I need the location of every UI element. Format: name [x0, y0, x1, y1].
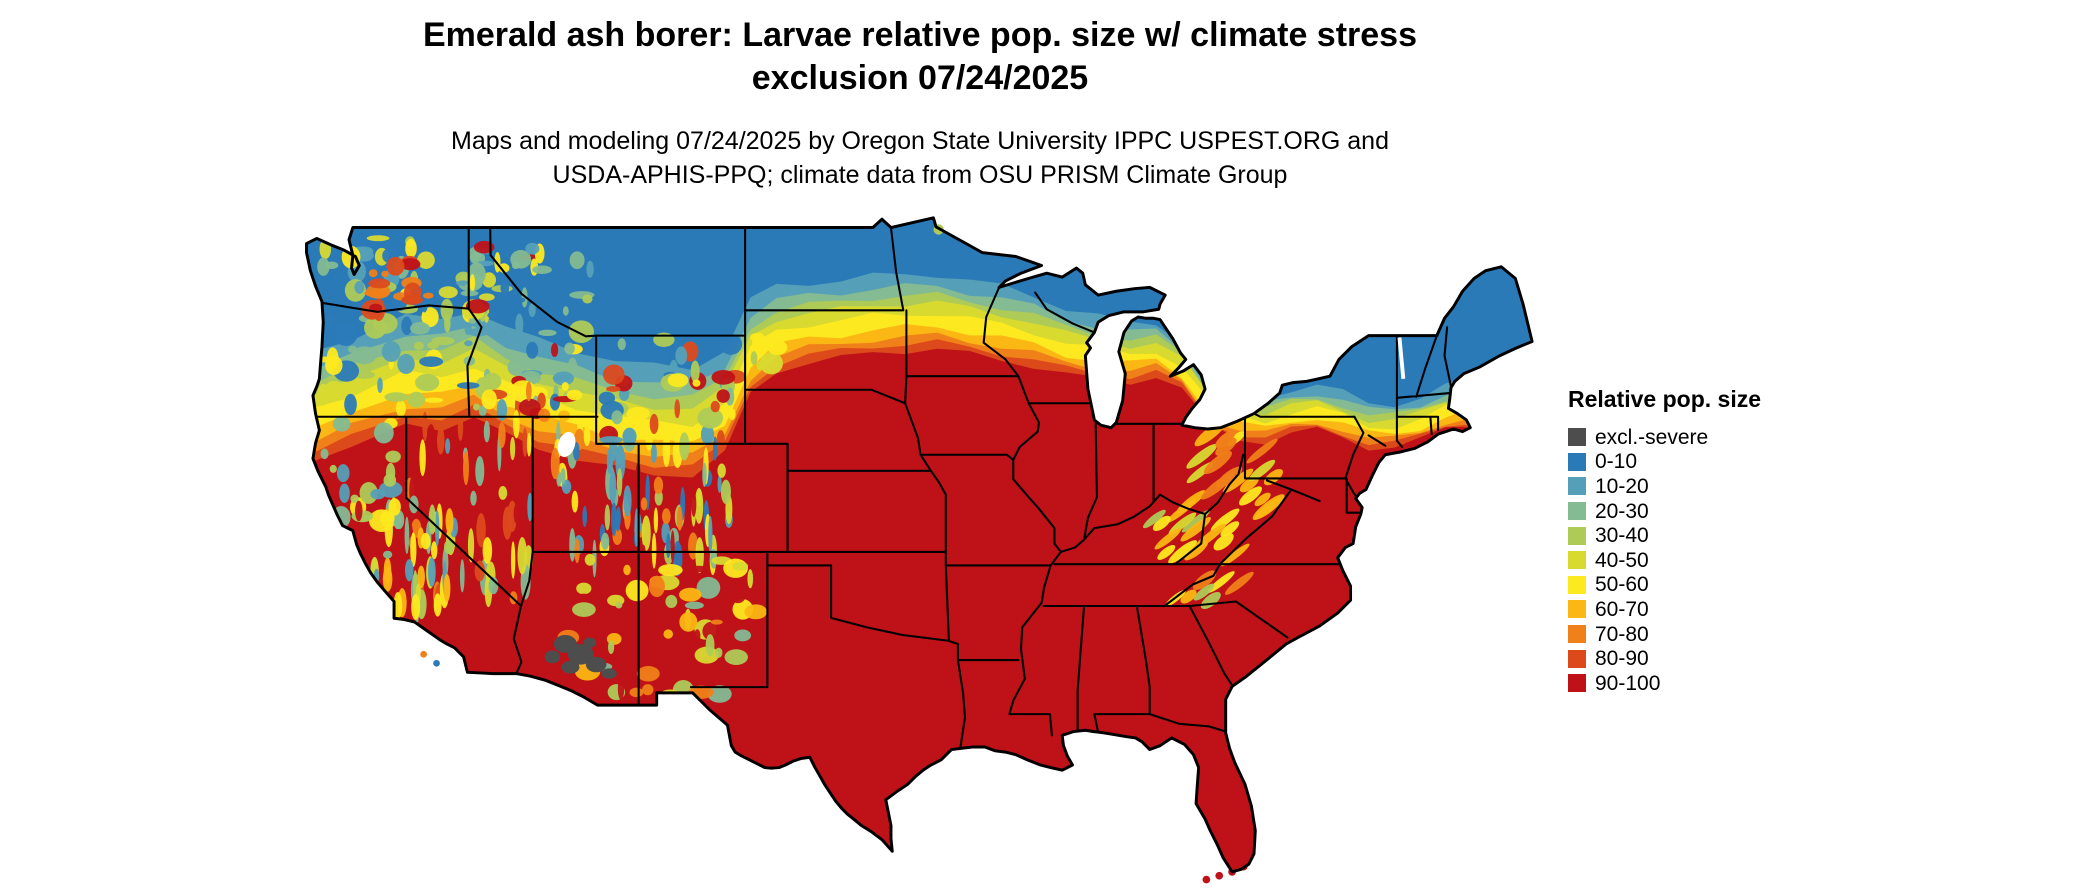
legend-swatch	[1568, 649, 1586, 668]
legend-swatch	[1568, 526, 1586, 545]
legend-item-20-30: 20-30	[1568, 499, 1761, 524]
legend-swatch	[1568, 600, 1586, 619]
legend-swatch	[1568, 551, 1586, 570]
legend-swatch	[1568, 575, 1586, 594]
legend-item-label: excl.-severe	[1595, 425, 1709, 449]
legend-swatch	[1568, 452, 1586, 471]
us-map-svg	[305, 216, 1534, 884]
legend-item-label: 0-10	[1595, 450, 1638, 474]
legend-item-label: 10-20	[1595, 474, 1649, 498]
figure-subtitle: Maps and modeling 07/24/2025 by Oregon S…	[250, 124, 1590, 192]
legend-item-70-80: 70-80	[1568, 622, 1761, 647]
us-outline	[305, 216, 1534, 874]
legend-swatch	[1568, 625, 1586, 644]
great-salt-lake	[557, 431, 576, 457]
conus-map-figure	[300, 214, 1536, 886]
legend-item-10-20: 10-20	[1568, 474, 1761, 499]
legend-item-90-100: 90-100	[1568, 671, 1761, 696]
legend-item-80-90: 80-90	[1568, 646, 1761, 671]
legend-item-label: 60-70	[1595, 597, 1649, 621]
figure-title-line2: exclusion 07/24/2025	[751, 59, 1089, 97]
legend-swatch	[1568, 674, 1586, 693]
figure-title: Emerald ash borer: Larvae relative pop. …	[250, 14, 1590, 100]
legend-items: excl.-severe 0-10 10-20 20-30 30-40 40-50 50-6…	[1568, 425, 1761, 696]
legend: Relative pop. size excl.-severe 0-10 10-20…	[1568, 386, 1761, 696]
figure-subtitle-line1: Maps and modeling 07/24/2025 by Oregon S…	[451, 127, 1389, 155]
legend-item-50-60: 50-60	[1568, 573, 1761, 598]
legend-item-label: 50-60	[1595, 573, 1649, 597]
legend-item-label: 20-30	[1595, 499, 1649, 523]
legend-title: Relative pop. size	[1568, 386, 1762, 412]
state-borders	[311, 226, 1452, 748]
legend-item-label: 90-100	[1595, 671, 1661, 695]
figure-title-line1: Emerald ash borer: Larvae relative pop. …	[422, 16, 1417, 54]
legend-item-40-50: 40-50	[1568, 548, 1761, 573]
figure-subtitle-line2: USDA-APHIS-PPQ; climate data from OSU PR…	[552, 161, 1288, 189]
legend-item-0-10: 0-10	[1568, 450, 1761, 475]
legend-item-label: 70-80	[1595, 622, 1649, 646]
legend-swatch	[1568, 502, 1586, 521]
legend-item-30-40: 30-40	[1568, 523, 1761, 548]
legend-item-excl.-severe: excl.-severe	[1568, 425, 1761, 450]
legend-item-label: 40-50	[1595, 548, 1649, 572]
legend-item-label: 80-90	[1595, 647, 1649, 671]
legend-item-label: 30-40	[1595, 524, 1649, 548]
legend-item-60-70: 60-70	[1568, 597, 1761, 622]
lake-champlain	[1397, 337, 1406, 379]
legend-swatch	[1568, 477, 1586, 496]
excluded-severe-patches	[544, 634, 617, 679]
legend-swatch	[1568, 428, 1586, 447]
